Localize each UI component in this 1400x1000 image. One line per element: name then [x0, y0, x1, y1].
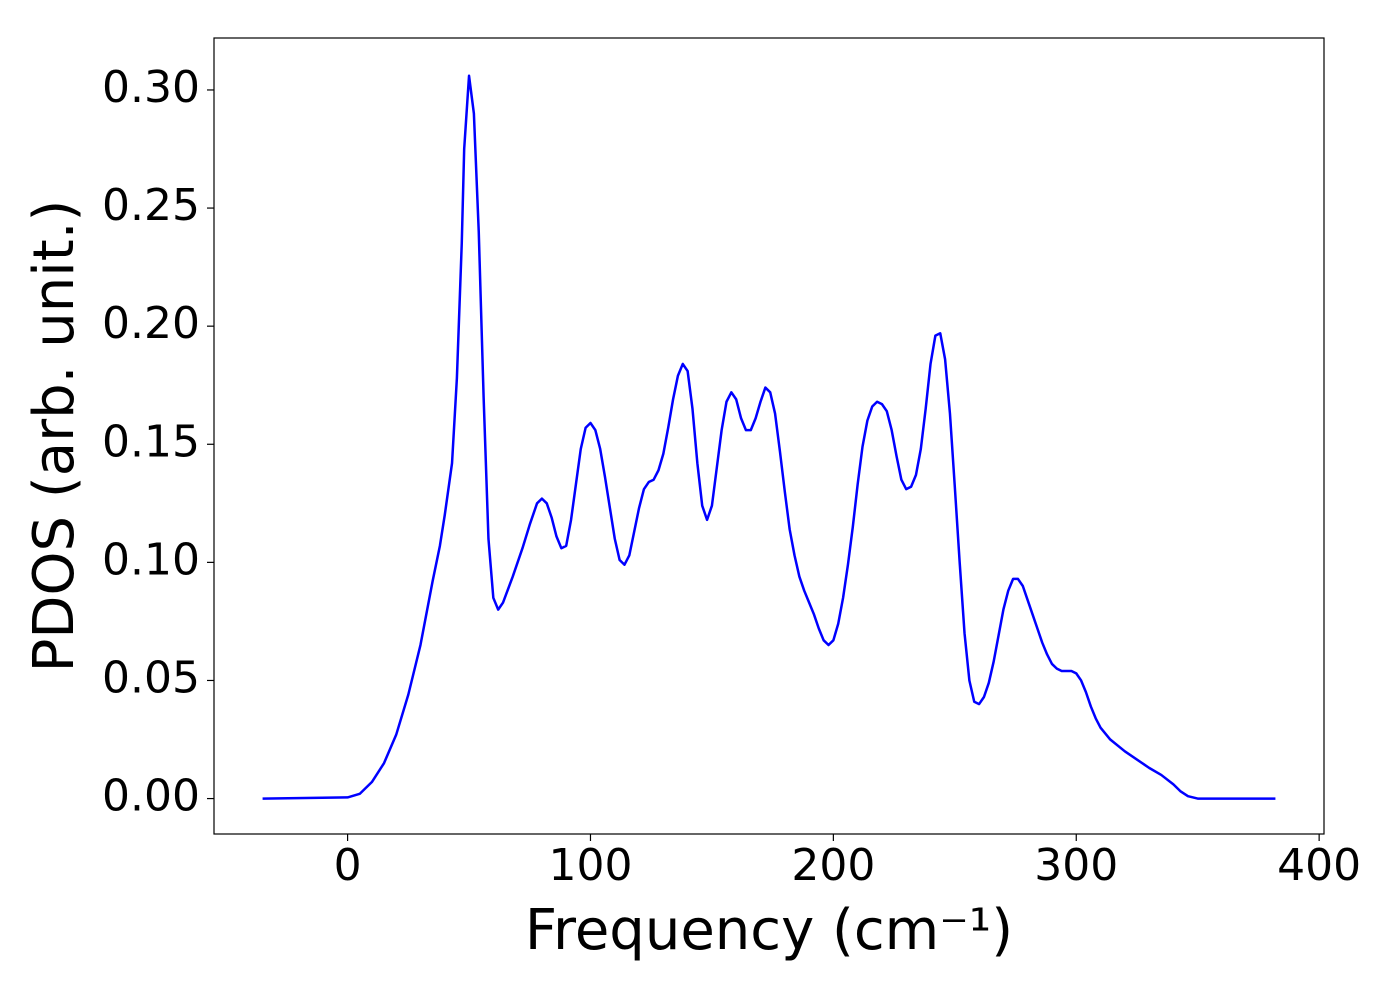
- y-tick-label: 0.25: [102, 180, 200, 231]
- x-tick-label: 100: [548, 840, 632, 891]
- y-tick-label: 0.30: [102, 62, 200, 113]
- x-tick-label: 400: [1277, 840, 1361, 891]
- y-tick-label: 0.20: [102, 298, 200, 349]
- x-tick-label: 0: [334, 840, 362, 891]
- y-tick-label: 0.10: [102, 534, 200, 585]
- x-tick-label: 300: [1034, 840, 1118, 891]
- y-tick-label: 0.15: [102, 416, 200, 467]
- plot-frame: [213, 37, 1325, 835]
- x-tick-label: 200: [791, 840, 875, 891]
- data-line: [262, 74, 1276, 800]
- y-tick-label: 0.00: [102, 771, 200, 822]
- y-axis-label: PDOS (arb. unit.): [22, 200, 87, 673]
- y-tick-label: 0.05: [102, 652, 200, 703]
- x-axis-label: Frequency (cm⁻¹): [525, 898, 1013, 963]
